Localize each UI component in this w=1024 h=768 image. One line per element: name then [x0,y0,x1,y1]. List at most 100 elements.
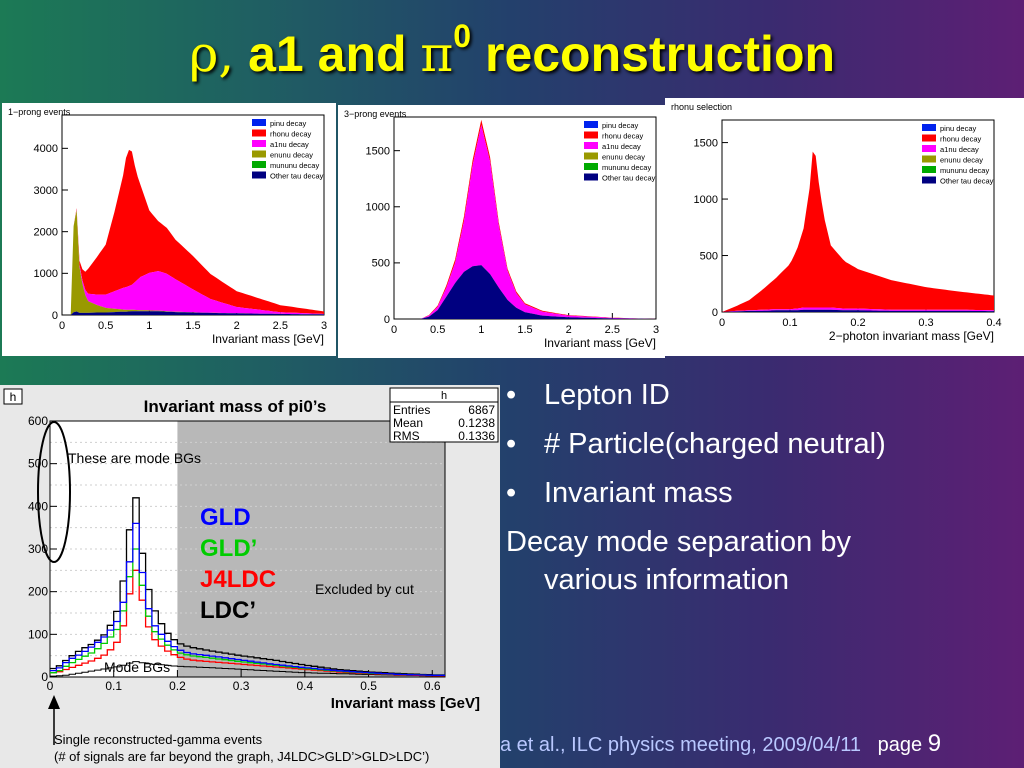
x-tick-label: 2.5 [605,324,620,336]
x-tick-label: 1.5 [517,324,532,336]
chart-3prong-panel: 0 0.5 1 1.5 2 2.5 3 0 500 1000 1500 Invariant mass … [338,105,665,358]
y-tick-label: 600 [28,414,48,428]
x-tick-label: 0.5 [430,324,445,336]
y-tick-label: 500 [28,457,48,471]
arrow-head [48,695,60,709]
y-tick-label: 100 [28,627,48,641]
footer-citation: a et al., ILC physics meeting, 2009/04/1… [500,734,861,756]
series-area [62,149,324,315]
legend-swatch [922,176,936,184]
x-tick-label: 0 [719,317,725,329]
x-tick-label: 2 [566,324,572,336]
y-tick-label: 500 [700,250,718,262]
stats-key: Entries [393,403,430,417]
legend-label: pinu decay [602,121,639,130]
legend-label: a1nu decay [602,142,641,151]
annotation-excluded: Excluded by cut [315,581,414,597]
x-tick-label: 0.3 [918,317,933,329]
legend-label: Other tau decay [940,177,994,186]
stats-title: h [441,390,447,402]
bullet-dot: • [506,428,517,460]
y-tick-label: 1000 [694,194,718,206]
mode-bg-line [50,661,445,677]
legend-swatch [252,119,266,126]
legend-swatch [922,166,936,173]
x-tick-label: 3 [321,320,327,332]
x-tick-label: 0.4 [986,317,1001,329]
x-tick-label: 1 [478,324,484,336]
y-tick-label: 2000 [34,227,58,239]
x-tick-label: 2 [234,320,240,332]
footer-page-number: 9 [927,730,942,757]
legend-label: enunu decay [940,156,983,165]
legend-swatch [252,171,266,179]
x-tick-label: 0 [59,320,65,332]
series-area [722,309,994,312]
chart-corner-label: 3−prong events [344,109,407,119]
legend-swatch [584,152,598,160]
legend-label: GLD [200,504,251,531]
x-axis-label: Invariant mass [GeV] [544,336,656,350]
legend-label: Other tau decay [602,174,656,183]
legend-label: rhonu decay [270,130,312,139]
y-tick-label: 3000 [34,185,58,197]
chart-pi0-panel: 0 0.1 0.2 0.3 0.4 0.5 0.6 0 100 200 300 400 500 600 In… [0,385,500,768]
x-tick-label: 0.2 [169,679,186,693]
bullet-item: • Invariant mass [506,474,1006,523]
x-tick-label: 0.5 [360,679,377,693]
legend-label: pinu decay [270,119,307,128]
legend-label: rhonu decay [602,132,644,141]
y-tick-label: 0 [41,670,48,684]
legend-swatch [584,163,598,170]
x-tick-label: 0.2 [850,317,865,329]
chart-1prong: 0 0.5 1 1.5 2 2.5 3 0 1000 2000 3000 4000 Invariant … [8,107,327,346]
y-tick-label: 1500 [366,146,390,158]
x-tick-label: 0.4 [296,679,313,693]
legend-swatch [252,150,266,158]
series-area [62,209,324,315]
x-tick-label: 0.3 [233,679,250,693]
x-tick-label: 1.5 [185,320,200,332]
x-tick-label: 0.6 [424,679,441,693]
x-tick-label: 0.1 [782,317,797,329]
legend-swatch [922,124,936,131]
legend-label: mununu decay [270,161,319,170]
chart-1prong-panel: 0 0.5 1 1.5 2 2.5 3 0 1000 2000 3000 4000 Invariant … [2,103,336,356]
x-tick-label: 3 [653,324,659,336]
y-tick-label: 500 [372,258,390,270]
hist-name: h [10,390,17,404]
legend-label: pinu decay [940,124,977,133]
series-area [394,124,656,320]
legend-label: a1nu decay [270,140,309,149]
mode-bg-ellipse [37,421,71,563]
stats-box [389,387,499,443]
legend-swatch [584,121,598,128]
chart-rhonu-panel: 0 0.1 0.2 0.3 0.4 0 500 1000 1500 2−photon invari… [665,98,1024,356]
stats-value: 0.1238 [458,416,495,430]
series-area [62,210,324,315]
chart-title: Invariant mass of pi0’s [144,397,327,416]
legend-swatch [252,140,266,147]
series-area [722,151,994,312]
chart-corner-label: rhonu selection [671,102,732,112]
y-tick-label: 0 [52,310,58,322]
legend-swatch [922,145,936,152]
stats-value: 0.1336 [458,429,495,443]
legend-swatch [922,155,936,163]
bullet-item: • Lepton ID [506,376,1006,425]
legend-swatch [252,161,266,168]
hist-name-box [3,388,23,405]
legend-label: LDC’ [200,597,256,624]
legend-label: enunu decay [270,151,313,160]
y-tick-label: 1000 [34,268,58,280]
annotation-single-gamma: Single reconstructed-gamma events [54,732,263,747]
legend-swatch [922,134,936,142]
x-tick-label: 0 [47,679,54,693]
series-area [394,265,656,319]
legend-swatch [584,173,598,181]
chart-rhonu-selection: 0 0.1 0.2 0.3 0.4 0 500 1000 1500 2−photon invari… [671,102,1002,343]
x-tick-label: 1 [146,320,152,332]
y-tick-label: 0 [384,314,390,326]
legend-label: mununu decay [602,163,651,172]
series-area [62,311,324,315]
